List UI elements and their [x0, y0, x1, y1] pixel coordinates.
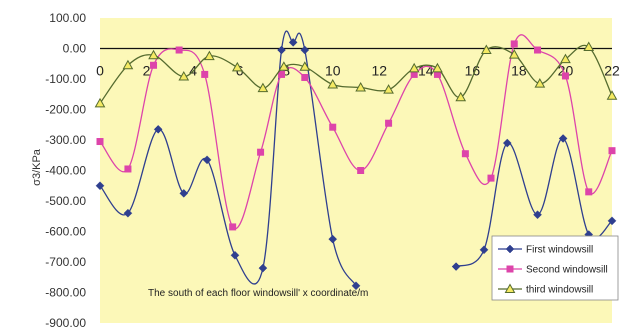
data-point: [410, 70, 418, 78]
x-tick-label: 10: [325, 63, 341, 79]
data-point: [487, 174, 495, 182]
y-tick-label: -700.00: [45, 255, 86, 269]
data-point: [606, 90, 618, 100]
data-point: [561, 72, 569, 80]
y-tick-label: -500.00: [45, 194, 86, 208]
data-point: [299, 61, 311, 71]
data-point: [432, 62, 443, 73]
series-2: [96, 34, 616, 231]
data-point: [96, 138, 104, 146]
data-point: [479, 245, 489, 255]
data-point: [558, 134, 568, 143]
data-point: [148, 49, 159, 60]
y-tick-label: -900.00: [45, 316, 86, 329]
data-point: [278, 61, 290, 71]
data-point: [480, 44, 492, 55]
y-tick-label: -400.00: [45, 164, 86, 178]
data-point: [202, 155, 212, 165]
data-point: [150, 61, 158, 69]
data-point: [355, 82, 367, 92]
y-tick-label: -100.00: [45, 72, 86, 86]
data-point: [533, 210, 542, 220]
data-point: [178, 71, 190, 81]
data-point: [257, 148, 265, 156]
legend-marker: [504, 283, 516, 293]
legend-item: Second windowsill: [498, 265, 608, 276]
legend-label: Second windowsill: [526, 265, 608, 276]
y-tick-label: -600.00: [45, 225, 86, 239]
legend-label: First windowsill: [526, 245, 593, 256]
data-point: [510, 40, 518, 48]
data-point: [560, 53, 571, 64]
data-point: [328, 234, 338, 244]
data-point: [583, 41, 595, 51]
data-point: [327, 78, 339, 89]
data-point: [175, 46, 183, 54]
legend-label: third windowsill: [526, 285, 593, 296]
legend: First windowsill Second windowsill third w…: [491, 235, 619, 301]
data-point: [258, 263, 268, 273]
data-point: [383, 84, 394, 94]
data-point: [502, 138, 512, 148]
data-point: [608, 147, 616, 155]
data-point: [508, 49, 520, 59]
data-point: [201, 70, 209, 78]
x-tick-label: 22: [604, 63, 620, 79]
y-tick-label: -800.00: [45, 286, 86, 300]
y-tick-label: -300.00: [45, 133, 86, 147]
legend-item: First windowsill: [498, 245, 593, 256]
series-1: [95, 30, 617, 291]
data-point: [385, 119, 393, 127]
data-point: [229, 223, 237, 231]
data-point: [94, 97, 106, 108]
data-point: [179, 189, 189, 198]
legend-marker: [506, 265, 514, 273]
data-point: [278, 70, 286, 78]
data-point: [277, 45, 286, 55]
data-point: [288, 38, 298, 47]
data-point: [230, 250, 240, 260]
x-axis-label: The south of each floor windowsill' x co…: [148, 288, 368, 299]
data-point: [607, 216, 617, 226]
x-tick-label: 2: [143, 63, 151, 79]
series-3: [94, 41, 618, 108]
data-point: [451, 262, 461, 271]
data-point: [204, 50, 215, 61]
data-point: [433, 70, 441, 78]
legend-item: third windowsill: [498, 283, 593, 296]
data-point: [123, 208, 133, 218]
data-point: [455, 91, 467, 102]
data-point: [257, 82, 269, 93]
x-tick-label: 12: [371, 63, 387, 79]
data-point: [231, 61, 243, 72]
data-point: [351, 281, 361, 291]
x-tick-label: 18: [511, 63, 527, 79]
data-point: [153, 124, 163, 134]
data-point: [534, 46, 542, 54]
data-point: [585, 188, 593, 196]
data-point: [329, 123, 337, 131]
legend-marker: [505, 244, 515, 254]
data-point: [357, 167, 365, 174]
data-point: [95, 181, 105, 191]
y-tick-label: 0.00: [63, 42, 87, 56]
x-tick-label: 0: [96, 63, 104, 79]
y-tick-label: -200.00: [45, 103, 86, 117]
data-point: [534, 78, 546, 88]
data-point: [301, 73, 309, 81]
y-axis-label: σ3/KPa: [31, 148, 43, 186]
data-point: [124, 165, 132, 173]
data-point: [408, 62, 420, 73]
y-tick-label: 100.00: [49, 11, 86, 25]
data-point: [461, 150, 469, 158]
data-point: [300, 45, 310, 55]
data-point: [122, 59, 134, 70]
